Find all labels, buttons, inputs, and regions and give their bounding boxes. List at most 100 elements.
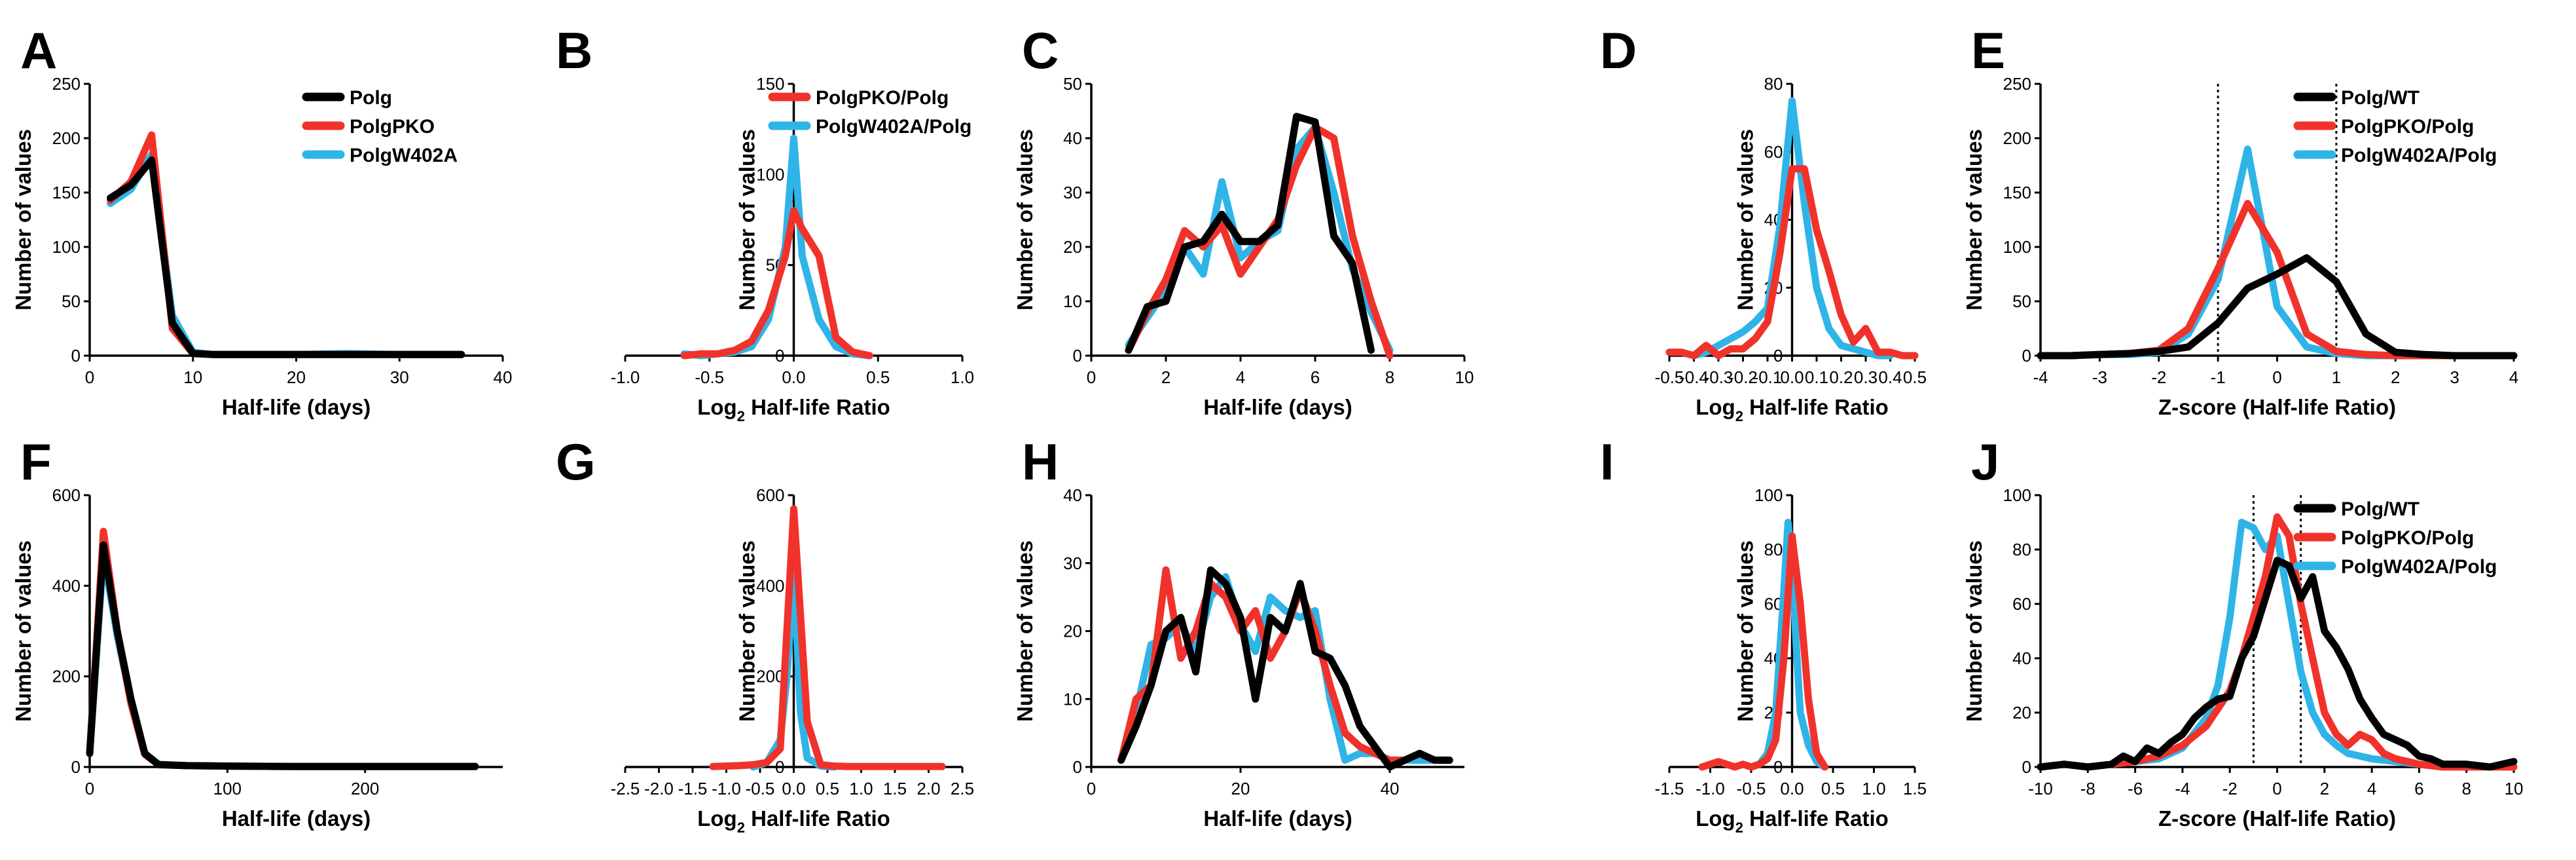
y-axis-title: Number of values — [11, 129, 35, 310]
x-axis-title-subscript: 2 — [1735, 408, 1743, 424]
series-line-polg-wt — [2037, 557, 2518, 771]
y-tick-label: 100 — [52, 237, 81, 257]
x-tick-label: 0.5 — [1903, 367, 1927, 387]
panel-letter: A — [20, 22, 57, 79]
y-tick-label: 0 — [71, 757, 81, 777]
series-line-polgpko — [1117, 566, 1453, 764]
y-tick-label: 100 — [1754, 485, 1783, 505]
panel-i: I-1.5 -1.0 -0.5 0.0 0.5 1.0 1.5020406080100Log… — [1600, 433, 1927, 836]
x-tick-label: 10 — [2505, 779, 2524, 798]
y-tick-label: 0 — [775, 757, 784, 777]
x-tick-label: 0.2 — [1829, 367, 1853, 387]
x-axis-title-part: Log — [697, 395, 736, 419]
y-tick-label: 250 — [52, 74, 81, 94]
x-axis-title-part: Half-life Ratio — [745, 806, 890, 831]
y-tick-label: 80 — [1764, 74, 1783, 94]
y-tick-label: 600 — [756, 485, 784, 505]
series-line-polgpko-polg — [2037, 200, 2518, 360]
x-tick-label: 6 — [1311, 367, 1320, 387]
x-axis-title-part: Log — [1696, 395, 1735, 419]
x-tick-label: 1.0 — [1862, 779, 1885, 798]
panel-letter: C — [1022, 22, 1059, 79]
x-tick-label: -1.0 — [712, 779, 741, 798]
x-axis-title: Half-life (days) — [1203, 806, 1352, 831]
x-tick-label: -2.0 — [644, 779, 674, 798]
y-tick-label: 200 — [52, 667, 81, 686]
x-tick-label: 20 — [1231, 779, 1250, 798]
y-axis-title: Number of values — [1962, 129, 1986, 310]
x-tick-label: -4 — [2033, 367, 2048, 387]
y-tick-label: 200 — [756, 667, 784, 686]
y-tick-label: 0 — [1773, 346, 1783, 365]
y-tick-label: 150 — [52, 183, 81, 202]
x-tick-label: 0 — [2272, 367, 2281, 387]
x-tick-label: 20 — [287, 367, 306, 387]
x-axis-title-part: Half-life Ratio — [745, 395, 890, 419]
y-tick-label: 20 — [2012, 703, 2031, 722]
y-tick-label: 30 — [1063, 553, 1082, 573]
x-tick-label: -0.5 — [746, 779, 775, 798]
series-line-polg — [86, 541, 479, 770]
y-tick-label: 200 — [2003, 128, 2031, 148]
x-tick-label: -0.3 — [1704, 367, 1733, 387]
x-axis-title: Half-life (days) — [222, 395, 371, 419]
series-line-polgpko-polg — [1698, 532, 1828, 771]
y-tick-label: 100 — [2003, 485, 2031, 505]
x-axis-title: Log2 Half-life Ratio — [1696, 806, 1889, 836]
y-axis-title: Number of values — [1013, 540, 1037, 722]
y-tick-label: 0 — [1073, 346, 1082, 365]
x-tick-label: 1.0 — [951, 367, 974, 387]
x-tick-label: -0.4 — [1679, 367, 1709, 387]
x-tick-label: -8 — [2080, 779, 2095, 798]
y-tick-label: 0 — [71, 346, 81, 365]
series-line-polgpko-polg — [680, 207, 873, 360]
x-tick-label: 0.5 — [1821, 779, 1845, 798]
legend-label: Polg/WT — [2341, 498, 2420, 520]
x-tick-label: -0.1 — [1753, 367, 1783, 387]
y-tick-label: 80 — [1764, 540, 1783, 559]
x-tick-label: -1 — [2211, 367, 2226, 387]
x-tick-label: 4 — [1236, 367, 1245, 387]
x-tick-label: -2 — [2151, 367, 2166, 387]
series-line-polgpko-polg — [1665, 165, 1919, 360]
x-tick-label: 0.0 — [1780, 779, 1804, 798]
panel-letter: B — [556, 22, 592, 79]
x-tick-label: 0.3 — [1854, 367, 1878, 387]
x-tick-label: 1.5 — [883, 779, 907, 798]
y-tick-label: 150 — [2003, 183, 2031, 202]
x-axis-title: Log2 Half-life Ratio — [697, 806, 890, 836]
x-tick-label: 2.0 — [916, 779, 940, 798]
panel-letter: J — [1971, 433, 1999, 491]
panel-letter: H — [1022, 433, 1059, 491]
y-tick-label: 50 — [62, 291, 81, 311]
x-axis-title: Log2 Half-life Ratio — [1696, 395, 1889, 424]
y-tick-label: 0 — [2022, 757, 2031, 777]
x-tick-label: -6 — [2128, 779, 2143, 798]
y-tick-label: 40 — [2012, 648, 2031, 668]
panel-h: H 0 20 40 0 10 20 30 40 Half-life (days) Number of… — [1013, 433, 1464, 831]
y-tick-label: 0 — [775, 346, 784, 365]
series-line-polgpko — [1125, 123, 1394, 360]
x-axis-title: Z-score (Half-life Ratio) — [2158, 395, 2396, 419]
panel-e: E -4 -3 -2 -1 0 1 2 3 4 0 50 100 150 200 250 Z-score (Ha… — [1962, 22, 2518, 419]
x-tick-label: 0.5 — [816, 779, 839, 798]
y-axis-title: Number of values — [1013, 129, 1037, 310]
x-tick-label: -0.5 — [1737, 779, 1766, 798]
x-tick-label: -1.0 — [1696, 779, 1725, 798]
series-line-polgw402a — [86, 550, 479, 770]
y-tick-label: 0 — [1073, 757, 1082, 777]
panel-f: F 0 100 200 0 200 400 600 Half-life (days) Number… — [11, 433, 503, 831]
legend-label: PolgPKO/Polg — [816, 87, 949, 109]
panel-c: C 0 2 4 6 8 10 0 10 20 30 40 50 Half-life (days) Numbe… — [1013, 22, 1474, 419]
x-axis-title-part: Log — [697, 806, 736, 831]
x-tick-label: -10 — [2028, 779, 2053, 798]
x-tick-label: 8 — [1385, 367, 1394, 387]
y-tick-label: 150 — [756, 74, 784, 94]
y-tick-label: 100 — [2003, 237, 2031, 257]
y-tick-label: 50 — [1063, 74, 1082, 94]
x-tick-label: 0.0 — [782, 367, 805, 387]
x-axis-title: Half-life (days) — [222, 806, 371, 831]
series-line-polg — [1125, 113, 1375, 354]
